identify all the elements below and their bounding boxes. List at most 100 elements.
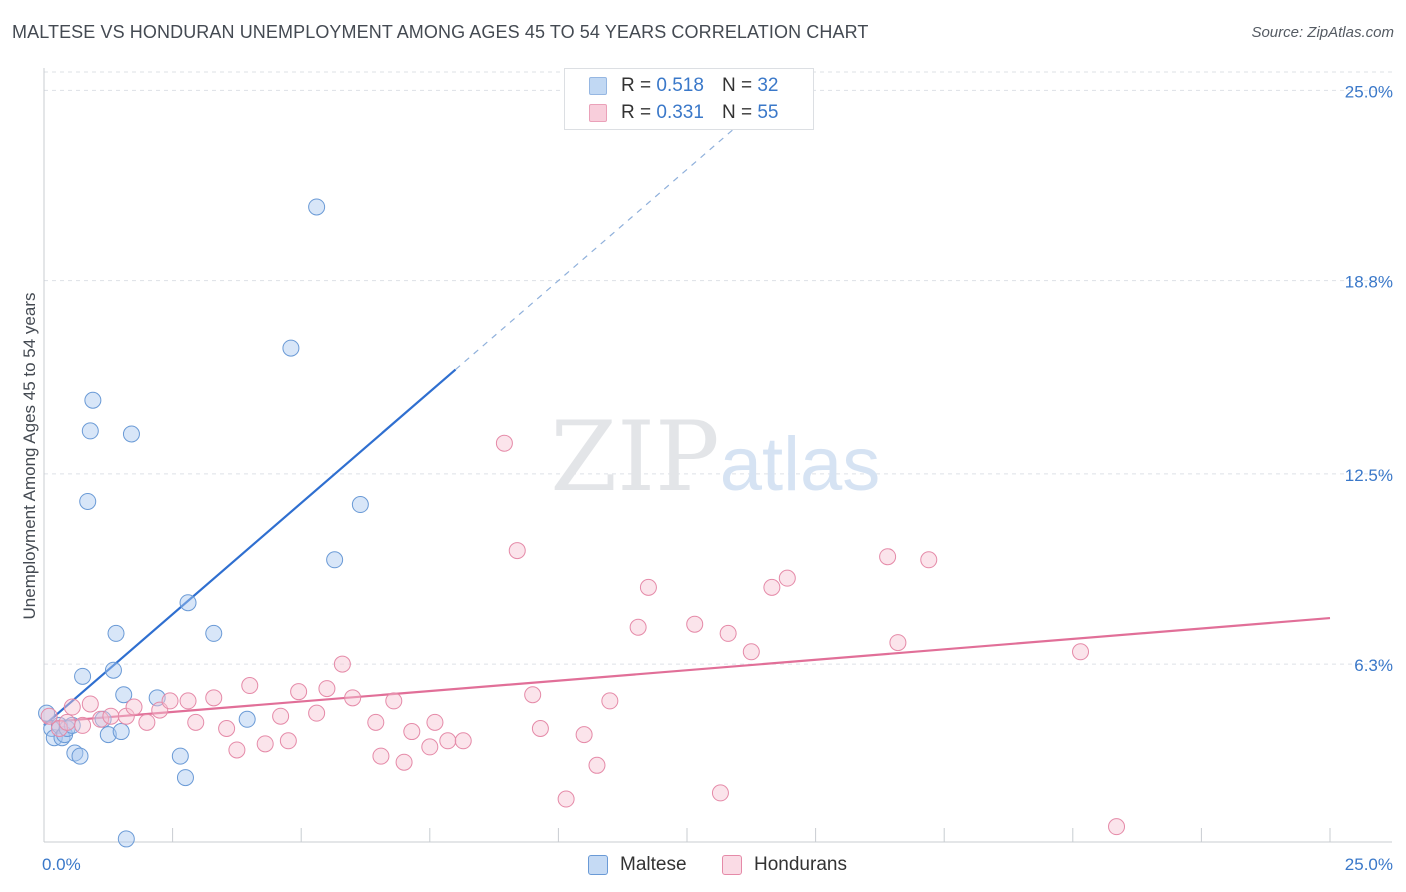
data-point — [629, 618, 647, 636]
data-point — [763, 578, 781, 596]
series-legend: Maltese Hondurans — [0, 850, 1406, 880]
data-point — [176, 769, 194, 787]
data-point — [367, 713, 385, 731]
x-tick-label: 0.0% — [42, 855, 81, 874]
data-point — [84, 391, 102, 409]
data-point — [601, 692, 619, 710]
data-point — [686, 615, 704, 633]
trend-line-extension — [455, 124, 739, 371]
data-point — [107, 624, 125, 642]
data-point — [228, 741, 246, 759]
grid-lines — [44, 71, 1392, 665]
data-point — [778, 569, 796, 587]
data-point — [290, 683, 308, 701]
data-point — [272, 707, 290, 725]
data-point — [421, 738, 439, 756]
trend-line — [43, 368, 457, 727]
data-point — [179, 594, 197, 612]
data-point — [74, 667, 92, 685]
legend-r-label: R = — [621, 75, 652, 96]
data-point — [63, 698, 81, 716]
trend-lines — [43, 124, 1331, 727]
source-credit: Source: ZipAtlas.com — [1251, 24, 1394, 41]
data-point — [719, 624, 737, 642]
y-tick-label: 18.8% — [1345, 273, 1393, 292]
data-point — [344, 689, 362, 707]
data-point — [879, 548, 897, 566]
data-point — [71, 747, 89, 765]
data-point — [256, 735, 274, 753]
legend-row-maltese: R = 0.518 N = 32 — [589, 73, 778, 99]
data-point — [395, 753, 413, 771]
data-point — [557, 790, 575, 808]
data-point — [308, 198, 326, 216]
data-point — [439, 732, 457, 750]
legend-item-hondurans: Hondurans — [722, 850, 847, 880]
chart-title: MALTESE VS HONDURAN UNEMPLOYMENT AMONG A… — [12, 22, 869, 42]
watermark-atlas: atlas — [720, 422, 881, 507]
data-point — [1108, 818, 1126, 836]
data-point — [92, 710, 110, 728]
data-point — [205, 624, 223, 642]
data-point — [282, 339, 300, 357]
data-point — [385, 692, 403, 710]
data-point — [318, 680, 336, 698]
legend-swatch-hondurans — [589, 104, 607, 122]
data-point — [122, 425, 140, 443]
correlation-legend: R = 0.518 N = 32 R = 0.331 N = 55 — [564, 68, 814, 130]
y-tick-label: 12.5% — [1345, 466, 1393, 485]
watermark: ZIP atlas — [550, 401, 880, 513]
legend-r-value: 0.331 — [656, 102, 704, 123]
data-points — [38, 198, 1126, 848]
data-point — [426, 713, 444, 731]
data-point — [308, 704, 326, 722]
x-tick-label: 25.0% — [1345, 855, 1393, 874]
legend-swatch-maltese — [589, 77, 607, 95]
tick-labels: 6.3% 12.5% 18.8% 25.0% 0.0% 25.0% — [42, 82, 1393, 874]
data-point — [179, 692, 197, 710]
data-point — [889, 634, 907, 652]
y-axis-label: Unemployment Among Ages 45 to 54 years — [20, 292, 39, 620]
legend-n-label: N = — [721, 102, 753, 123]
legend-n-label: N = — [721, 75, 753, 96]
data-point — [742, 643, 760, 661]
axes — [43, 68, 1392, 843]
data-point — [333, 655, 351, 673]
data-point — [63, 716, 81, 734]
data-point — [125, 698, 143, 716]
legend-swatch-maltese — [588, 855, 608, 875]
data-point — [495, 434, 513, 452]
data-point — [205, 689, 223, 707]
data-point — [99, 726, 117, 744]
data-point — [238, 710, 256, 728]
legend-n-value: 32 — [757, 75, 779, 96]
data-point — [403, 723, 421, 741]
data-point — [187, 713, 205, 731]
legend-item-maltese: Maltese — [588, 850, 687, 880]
legend-label-hondurans: Hondurans — [754, 854, 847, 875]
legend-label-maltese: Maltese — [620, 854, 687, 875]
data-point — [79, 492, 97, 510]
data-point — [326, 551, 344, 569]
data-point — [524, 686, 542, 704]
legend-n-value: 55 — [757, 102, 779, 123]
legend-row-hondurans: R = 0.331 N = 55 — [589, 100, 778, 126]
legend-r-value: 0.518 — [656, 75, 704, 96]
data-point — [40, 707, 58, 725]
data-point — [102, 707, 120, 725]
data-point — [218, 719, 236, 737]
data-point — [454, 732, 472, 750]
data-point — [372, 747, 390, 765]
data-point — [74, 716, 92, 734]
data-point — [81, 422, 99, 440]
data-point — [241, 677, 259, 695]
data-point — [171, 747, 189, 765]
data-point — [104, 661, 122, 679]
data-point — [115, 686, 133, 704]
data-point — [117, 830, 135, 848]
data-point — [161, 692, 179, 710]
data-point — [66, 744, 84, 762]
data-point — [279, 732, 297, 750]
data-point — [508, 542, 526, 560]
